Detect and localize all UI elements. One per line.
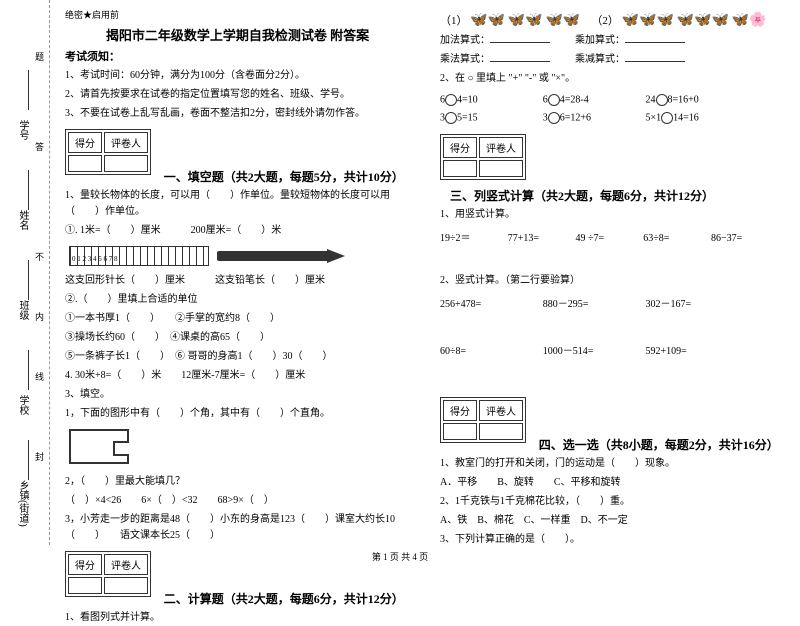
binding-margin: 乡镇(街道) 学校 班级 姓名 学号 封 线 内 不 答 题 <box>0 0 50 545</box>
margin-label-township: 乡镇(街道) <box>15 480 30 527</box>
s4-q1: 1、教室门的打开和关闭，门的运动是（ ）现象。 <box>440 456 785 472</box>
margin-label-id: 学号 <box>15 120 30 140</box>
ruler-icon: 0 1 2 3 4 5 6 7 8 <box>69 246 209 266</box>
exam-title: 揭阳市二年级数学上学期自我检测试卷 附答案 <box>65 25 410 44</box>
confidential-note: 绝密★启用前 <box>65 8 410 21</box>
notice-3: 3、不要在试卷上乱写乱画，卷面不整洁扣2分，密封线外请勿作答。 <box>65 106 410 122</box>
butterfly-icon: 🦋🦋🦋 <box>677 12 729 29</box>
margin-label-name: 姓名 <box>15 210 30 230</box>
section-2-title: 二、计算题（共2大题，每题6分，共计12分） <box>164 590 404 607</box>
s2-q2: 2、在 ○ 里填上 "+" "-" 或 "×"。 <box>440 71 785 87</box>
calc-item: 64=28-4 <box>543 94 643 106</box>
calc-item: 36=12+6 <box>543 112 643 124</box>
blank-input[interactable] <box>490 61 550 62</box>
s4-q1-opts: A．平移 B、旋转 C、平移和旋转 <box>440 475 785 491</box>
q2a: 1，下面的图形中有（ ）个角，其中有（ ）个直角。 <box>65 406 410 422</box>
section-3-title: 三、列竖式计算（共2大题，每题6分，共计12分） <box>450 187 714 204</box>
butterfly-groups: （1） 🦋🦋 🦋🦋 🦋🦋 （2） 🦋🦋🦋 🦋🦋🦋 🦋🌸 <box>440 12 785 29</box>
calc-item: 248=16+0 <box>646 94 746 106</box>
score-box-1: 得分评卷人 <box>65 129 151 175</box>
flag-shape-icon <box>69 429 129 464</box>
s4-q2: 2、1千克铁与1千克棉花比较，（ ）重。 <box>440 494 785 510</box>
q2b: 2，（ ）里最大能填几？ <box>65 474 410 490</box>
q1: 1、量较长物体的长度，可以用（ ）作单位。量较短物体的长度可以用（ ）作单位。 <box>65 188 410 220</box>
page-footer: 第 1 页 共 4 页 <box>0 550 800 563</box>
q2: 3、填空。 <box>65 387 410 403</box>
butterfly-icon: 🦋🦋🦋 <box>622 12 674 29</box>
s3-q1: 1、用竖式计算。 <box>440 207 785 223</box>
blank-input[interactable] <box>625 61 685 62</box>
s3-q2: 2、竖式计算。（第二行要验算） <box>440 273 785 289</box>
margin-label-school: 学校 <box>15 395 30 415</box>
notice-header: 考试须知： <box>65 48 410 64</box>
score-box-3: 得分评卷人 <box>440 134 526 180</box>
section-1-title: 一、填空题（共2大题，每题5分，共计10分） <box>164 168 404 185</box>
q1d: ②.（ ）里填上合适的单位 <box>65 292 410 308</box>
s4-q3: 3、下列计算正确的是（ ）。 <box>440 532 785 548</box>
calc-item: 35=15 <box>440 112 540 124</box>
s2-q1: 1、看图列式并计算。 <box>65 610 410 626</box>
q1e: 4. 30米+8=（ ）米 12厘米-7厘米=（ ）厘米 <box>65 368 410 384</box>
q2c: 3，小芳走一步的距离是48（ ）小东的身高是123（ ）课室大约长10（ ） 语… <box>65 512 410 544</box>
right-column: （1） 🦋🦋 🦋🦋 🦋🦋 （2） 🦋🦋🦋 🦋🦋🦋 🦋🌸 加法算式： 乘加算式： … <box>425 0 800 545</box>
calc-item: 64=10 <box>440 94 540 106</box>
blank-input[interactable] <box>625 42 685 43</box>
margin-label-class: 班级 <box>15 300 30 320</box>
pen-icon <box>217 248 357 264</box>
blank-input[interactable] <box>490 42 550 43</box>
score-box-4: 得分评卷人 <box>440 397 526 443</box>
butterfly-icon: 🦋🌸 <box>732 12 767 29</box>
notice-1: 1、考试时间：60分钟，满分为100分（含卷面分2分）。 <box>65 68 410 84</box>
q2b-items: （ ）×4<26 6×（ ）<32 68>9×（ ） <box>65 493 410 509</box>
left-column: 绝密★启用前 揭阳市二年级数学上学期自我检测试卷 附答案 考试须知： 1、考试时… <box>50 0 425 545</box>
butterfly-icon: 🦋🦋 <box>546 12 581 29</box>
section-4-title: 四、选一选（共8小题，每题2分，共计16分） <box>539 436 779 453</box>
butterfly-icon: 🦋🦋 <box>470 12 505 29</box>
q1b: ①. 1米=（ ）厘米 200厘米=（ ）米 <box>65 223 410 239</box>
calc-item: 5×114=16 <box>646 112 746 124</box>
notice-2: 2、请首先按要求在试卷的指定位置填写您的姓名、班级、学号。 <box>65 87 410 103</box>
butterfly-icon: 🦋🦋 <box>508 12 543 29</box>
s4-q2-opts: A、铁 B、棉花 C、一样重 D、不一定 <box>440 513 785 529</box>
